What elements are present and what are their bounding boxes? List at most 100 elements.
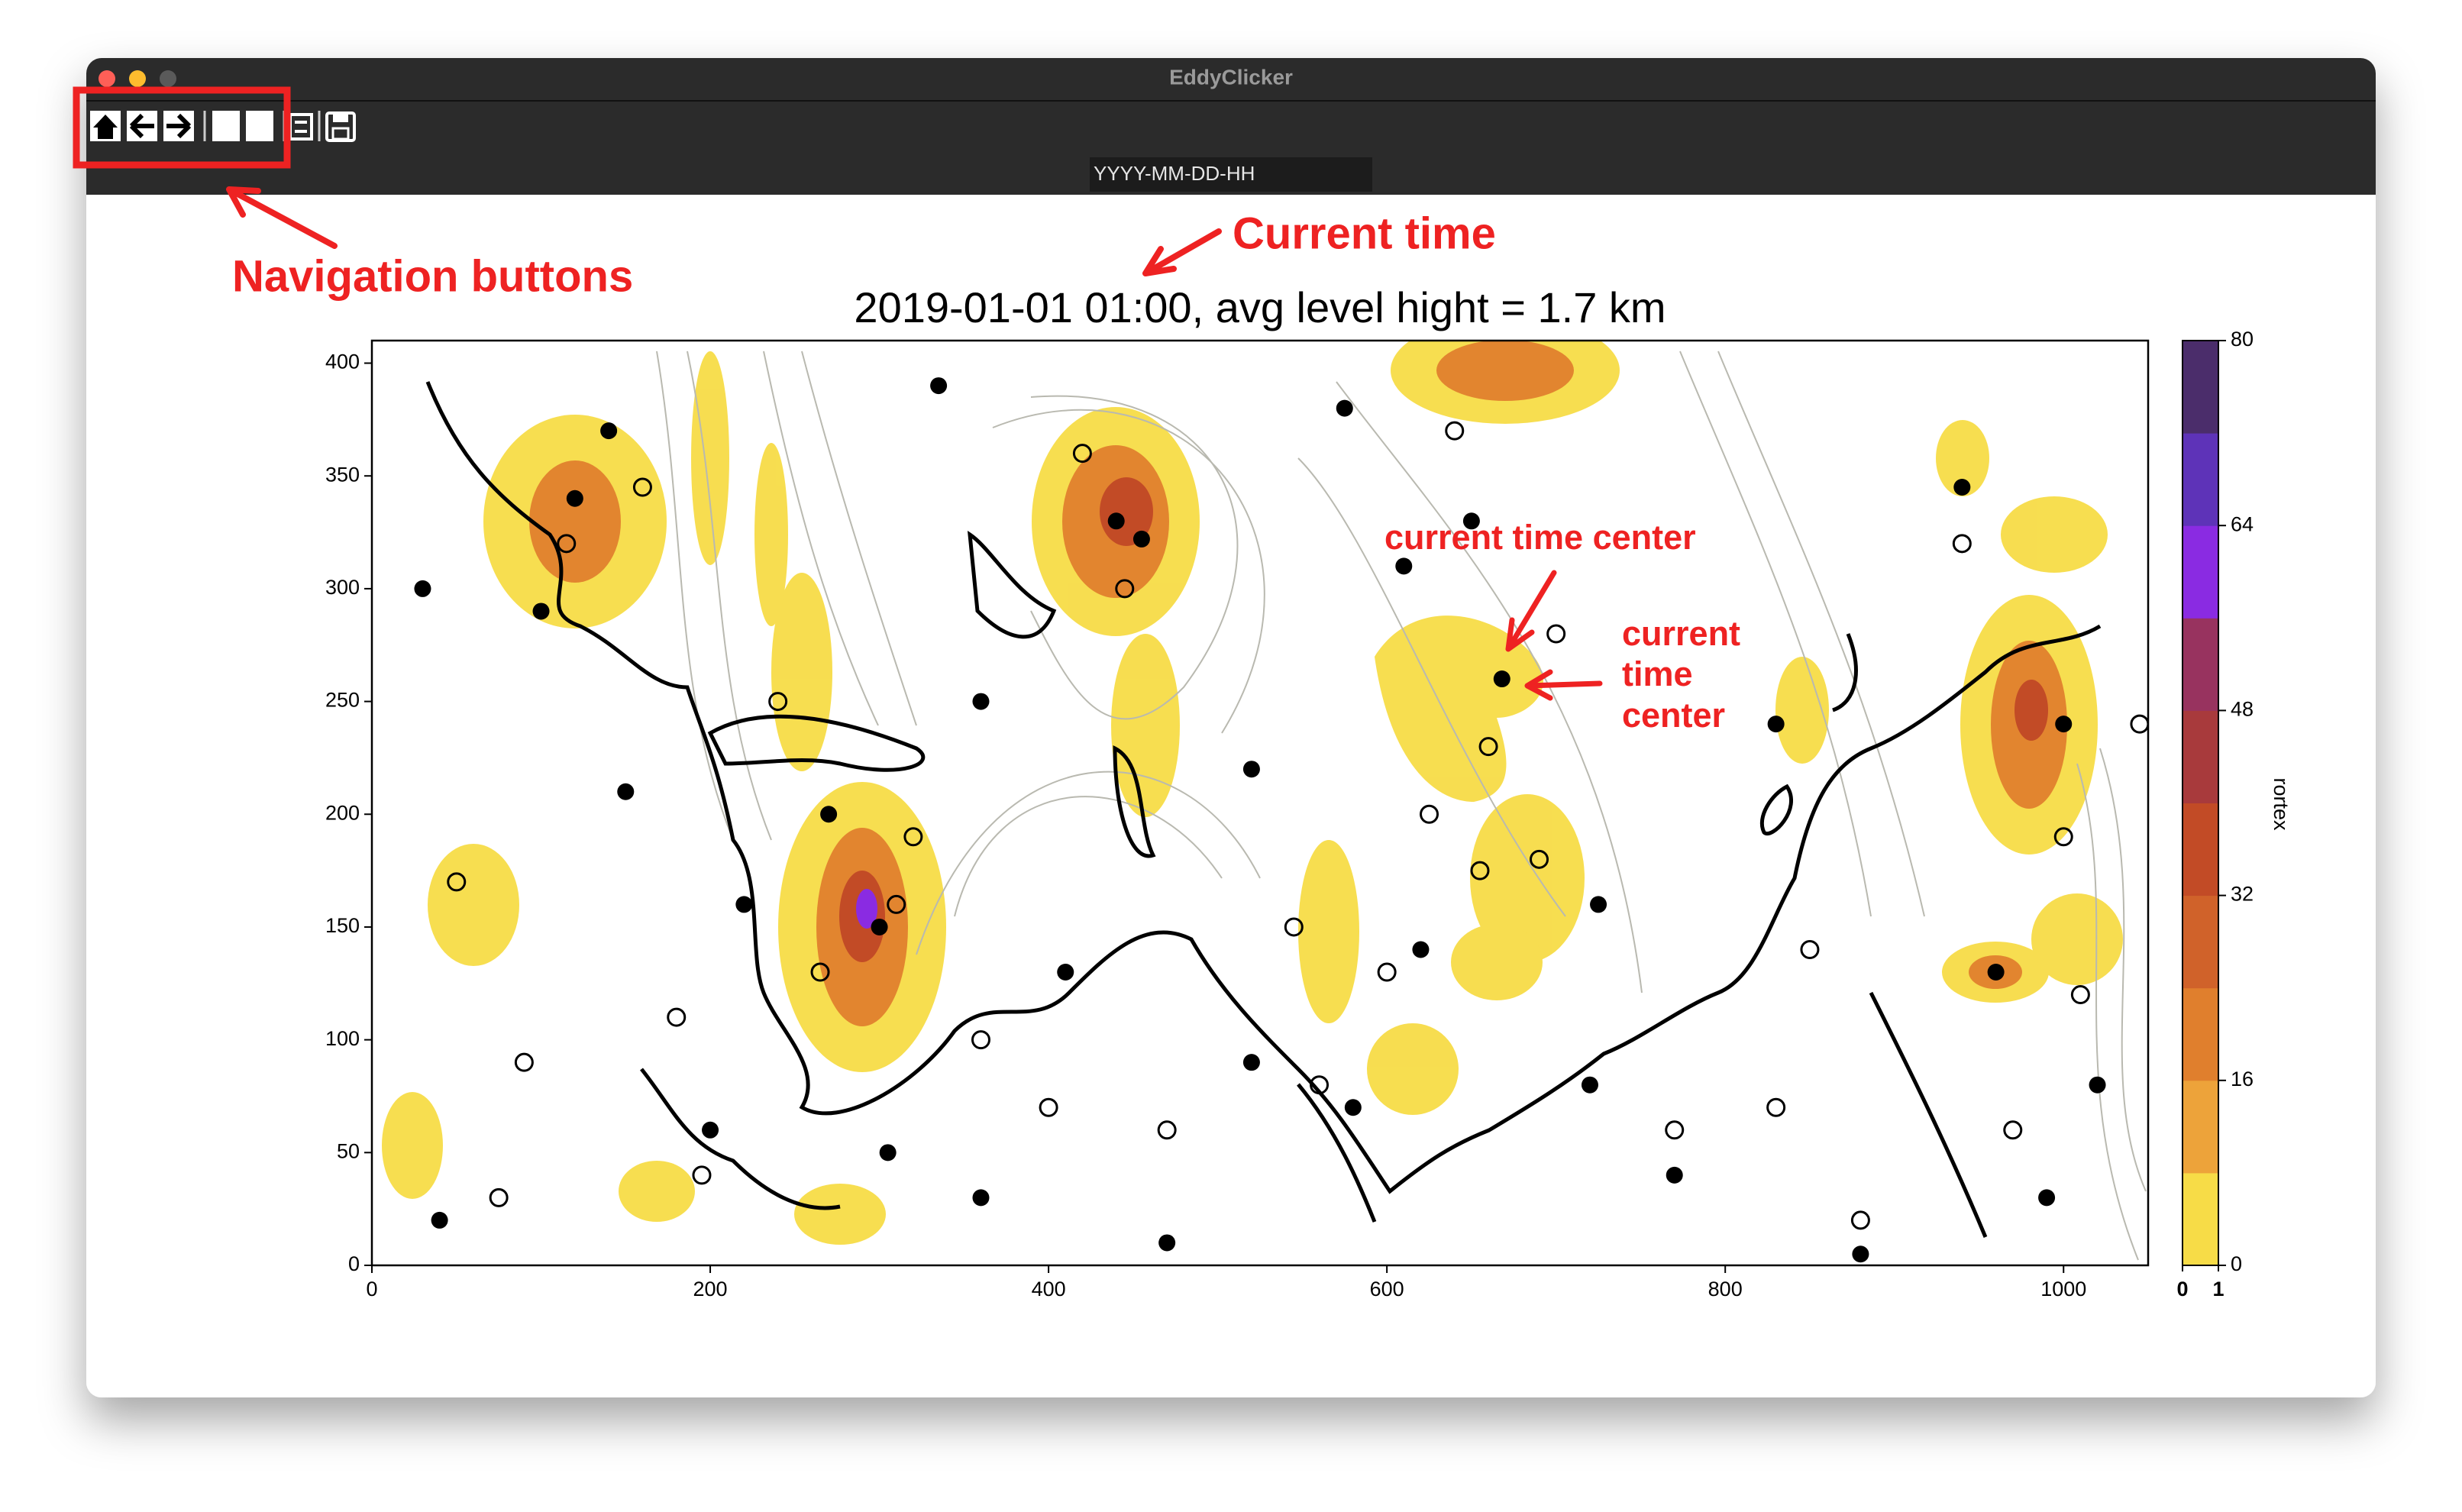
y-tick-label: 300 (325, 576, 360, 599)
colorbar-band (2183, 525, 2218, 619)
close-button[interactable] (99, 70, 115, 87)
x-tick-label: 800 (1708, 1278, 1743, 1300)
open-center (2003, 1120, 2023, 1140)
colorbar-band (2183, 987, 2218, 1081)
colorbar-under-tick-label: 1 (2212, 1278, 2224, 1300)
plot-title: 2019-01-01 01:00, avg level hight = 1.7 … (854, 283, 1666, 331)
pan-button[interactable] (212, 111, 240, 141)
window-title: EddyClicker (1169, 65, 1293, 89)
colorbar-band (2183, 710, 2218, 803)
open-center (632, 477, 652, 497)
filled-center (1590, 896, 1607, 913)
filled-center (1852, 1245, 1869, 1263)
open-center (1530, 849, 1549, 869)
y-tick-label: 350 (325, 463, 360, 486)
filled-center (1987, 964, 2005, 981)
toolbar (90, 111, 356, 142)
filled-center (1242, 1054, 1260, 1071)
colorbar-label: rortex (2270, 777, 2292, 831)
center-annotation-line: center (1622, 696, 1725, 735)
save-button[interactable] (325, 111, 356, 142)
x-tick-label: 0 (366, 1278, 377, 1300)
home-button[interactable] (90, 111, 121, 141)
y-tick-label: 0 (348, 1252, 360, 1275)
colorbar-tick-label: 16 (2231, 1068, 2254, 1090)
open-center (667, 1007, 687, 1027)
zoom-tool-button[interactable] (246, 111, 273, 141)
filled-center (930, 377, 948, 395)
open-center (514, 1052, 534, 1072)
colorbar-band (2183, 433, 2218, 526)
filled-center (972, 1189, 990, 1207)
open-center (1115, 579, 1135, 599)
date-placeholder[interactable]: YYYY-MM-DD-HH (1094, 162, 1255, 185)
back-button[interactable] (127, 111, 157, 141)
center-arrow (1524, 669, 1603, 701)
open-center (2130, 714, 2148, 734)
minimize-button[interactable] (129, 70, 146, 87)
open-center (1445, 421, 1465, 441)
open-center (1284, 917, 1304, 937)
current-time-arrow (1142, 228, 1222, 276)
open-center (1377, 962, 1397, 982)
filled-center (1242, 761, 1260, 778)
open-center (2053, 827, 2073, 847)
colorbar-tick-label: 32 (2231, 883, 2254, 906)
open-center (1072, 444, 1092, 464)
current-time-annotation: Current time (1233, 208, 1496, 258)
filled-center (1767, 716, 1785, 733)
open-center (489, 1187, 509, 1207)
open-center (810, 962, 830, 982)
forward-button[interactable] (163, 111, 194, 141)
y-tick-label: 400 (325, 351, 360, 373)
filled-center (1412, 941, 1430, 958)
filled-center (431, 1211, 448, 1229)
colorbar-band (2183, 895, 2218, 989)
colorbar-tick-label: 64 (2231, 512, 2254, 535)
centers (414, 377, 2148, 1263)
colorbar-tick-label: 48 (2231, 698, 2254, 721)
filled-center (1395, 557, 1413, 575)
open-center (887, 894, 906, 914)
filled-center (820, 806, 838, 823)
filled-center (1132, 530, 1150, 548)
filled-center (2038, 1189, 2056, 1207)
title-toolbar (86, 58, 2376, 195)
colorbar-band (2183, 1172, 2218, 1266)
filled-center (879, 1144, 897, 1161)
open-center (1850, 1210, 1870, 1230)
center-arrow (1505, 570, 1557, 652)
center-annotation-line: time (1622, 654, 1693, 693)
filled-center (1493, 670, 1510, 688)
center-annotation: current time center (1384, 518, 1696, 557)
highlight-box (73, 86, 291, 169)
filled-center (1666, 1166, 1683, 1184)
open-center (447, 872, 467, 892)
filled-center (617, 783, 635, 800)
open-center (1952, 534, 1972, 554)
y-tick-label: 50 (337, 1139, 360, 1162)
open-center (692, 1165, 712, 1185)
filled-center (414, 580, 431, 597)
field-layer (382, 341, 2147, 1261)
x-tick-label: 1000 (2040, 1278, 2086, 1300)
colorbar-band (2183, 803, 2218, 897)
colorbar-tick-label: 0 (2231, 1252, 2242, 1275)
open-center (1800, 939, 1820, 959)
filled-center (1336, 399, 1353, 417)
filled-center (1953, 478, 1971, 496)
filled-center (1581, 1076, 1598, 1094)
open-center (768, 692, 788, 712)
filled-center (1158, 1234, 1176, 1252)
open-center (1470, 861, 1490, 880)
filled-center (702, 1121, 719, 1139)
date-input[interactable]: YYYY-MM-DD-HH (1090, 157, 1372, 192)
filled-center (1344, 1099, 1362, 1116)
filled-center (600, 422, 618, 440)
filled-center (871, 918, 888, 935)
filled-center (735, 896, 753, 913)
filled-center (566, 489, 583, 507)
open-center (971, 1030, 990, 1050)
zoom-button[interactable] (160, 70, 176, 87)
colorbar-band (2183, 341, 2218, 434)
